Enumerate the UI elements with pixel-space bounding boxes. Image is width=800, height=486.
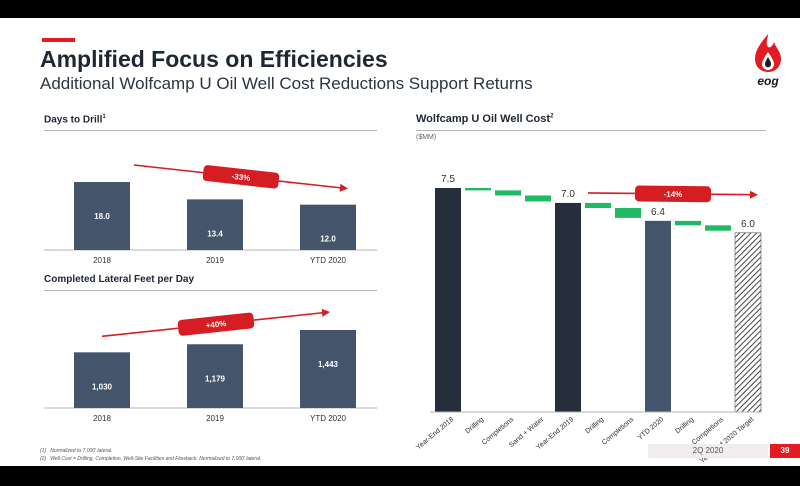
days-to-drill-title: Days to Drill1 bbox=[44, 114, 106, 126]
data-label: 12.0 bbox=[320, 235, 336, 244]
divider-line bbox=[44, 130, 377, 131]
feet-callout-label: +40% bbox=[205, 319, 227, 330]
tick-label: 2018 bbox=[93, 256, 111, 265]
accent-bar bbox=[42, 38, 75, 42]
days-callout-box bbox=[202, 165, 280, 189]
days-arrowhead bbox=[339, 183, 348, 192]
total-bar bbox=[555, 202, 581, 412]
tick-label: YTD 2020 bbox=[310, 256, 347, 265]
lateral-feet-chart: 1,030 2018 1,179 2019 1,443 YTD 2020 +40% bbox=[44, 308, 377, 423]
feet-callout-box bbox=[177, 312, 255, 336]
well-cost-callout-label: -14% bbox=[664, 190, 683, 199]
page-subtitle: Additional Wolfcamp U Oil Well Cost Redu… bbox=[40, 74, 533, 93]
eog-logo: eog bbox=[755, 34, 781, 88]
tick-label: Drilling bbox=[464, 416, 485, 435]
tick-label: Drilling bbox=[674, 416, 695, 435]
decrease-bar bbox=[675, 220, 701, 226]
tick-label: 2019 bbox=[206, 414, 224, 423]
footnote-2: (2) Well Cost = Drilling, Completion, We… bbox=[40, 456, 262, 462]
data-label: 1,030 bbox=[92, 382, 113, 391]
bar bbox=[300, 330, 356, 408]
target-bar bbox=[734, 232, 762, 413]
decrease-bar bbox=[525, 195, 551, 202]
total-bar bbox=[645, 220, 671, 412]
bar bbox=[300, 204, 356, 250]
well-cost-arrowhead bbox=[749, 190, 758, 199]
well-cost-unit: ($MM) bbox=[416, 134, 437, 141]
logo-text: eog bbox=[757, 74, 779, 88]
days-callout-label: -33% bbox=[231, 172, 251, 183]
decrease-bar bbox=[465, 188, 491, 191]
tick-label: Year-End 2018 bbox=[415, 416, 455, 451]
well-cost-callout: -14% bbox=[634, 185, 712, 203]
days-to-drill-chart: 18.0 2018 13.4 2019 12.0 YTD 2020 -33% bbox=[44, 164, 377, 265]
data-label: 1,443 bbox=[318, 360, 339, 369]
decrease-bar bbox=[495, 190, 521, 196]
well-cost-title: Wolfcamp U Oil Well Cost2 bbox=[416, 113, 554, 125]
tick-label: 2018 bbox=[93, 414, 111, 423]
feet-arrowhead bbox=[321, 308, 330, 317]
tick-label: Drilling bbox=[584, 416, 605, 435]
bar bbox=[74, 352, 130, 408]
data-label: 6.4 bbox=[651, 207, 665, 218]
data-label: 7.0 bbox=[561, 189, 575, 200]
data-label: 13.4 bbox=[207, 229, 223, 238]
data-label: 18.0 bbox=[94, 212, 110, 221]
feet-callout: +40% bbox=[177, 312, 255, 336]
page-title: Amplified Focus on Efficiencies bbox=[40, 46, 388, 72]
lateral-feet-title: Completed Lateral Feet per Day bbox=[44, 274, 195, 285]
tick-label: YTD 2020 bbox=[637, 416, 666, 442]
tick-label: YTD 2020 bbox=[310, 414, 347, 423]
bar bbox=[187, 344, 243, 408]
page-number: 39 bbox=[770, 444, 800, 458]
tick-label: 2019 bbox=[206, 256, 224, 265]
tick-label: Completions bbox=[601, 416, 636, 447]
divider-line bbox=[44, 290, 377, 291]
decrease-bar bbox=[615, 208, 641, 218]
data-label: 6.0 bbox=[741, 219, 755, 230]
divider-line bbox=[416, 130, 766, 131]
footer-quarter: 2Q 2020 bbox=[648, 444, 768, 458]
days-callout: -33% bbox=[202, 165, 280, 189]
bar bbox=[187, 199, 243, 250]
decrease-bar bbox=[585, 202, 611, 209]
bar bbox=[74, 182, 130, 250]
data-label: 7.5 bbox=[441, 174, 455, 185]
well-cost-callout-box bbox=[634, 185, 712, 203]
decrease-bar bbox=[705, 225, 731, 231]
footnote-1: (1) Normalized to 7,000' lateral. bbox=[40, 448, 113, 454]
total-bar bbox=[435, 188, 461, 412]
data-label: 1,179 bbox=[205, 374, 226, 383]
slide: Amplified Focus on Efficiencies Addition… bbox=[0, 18, 800, 466]
